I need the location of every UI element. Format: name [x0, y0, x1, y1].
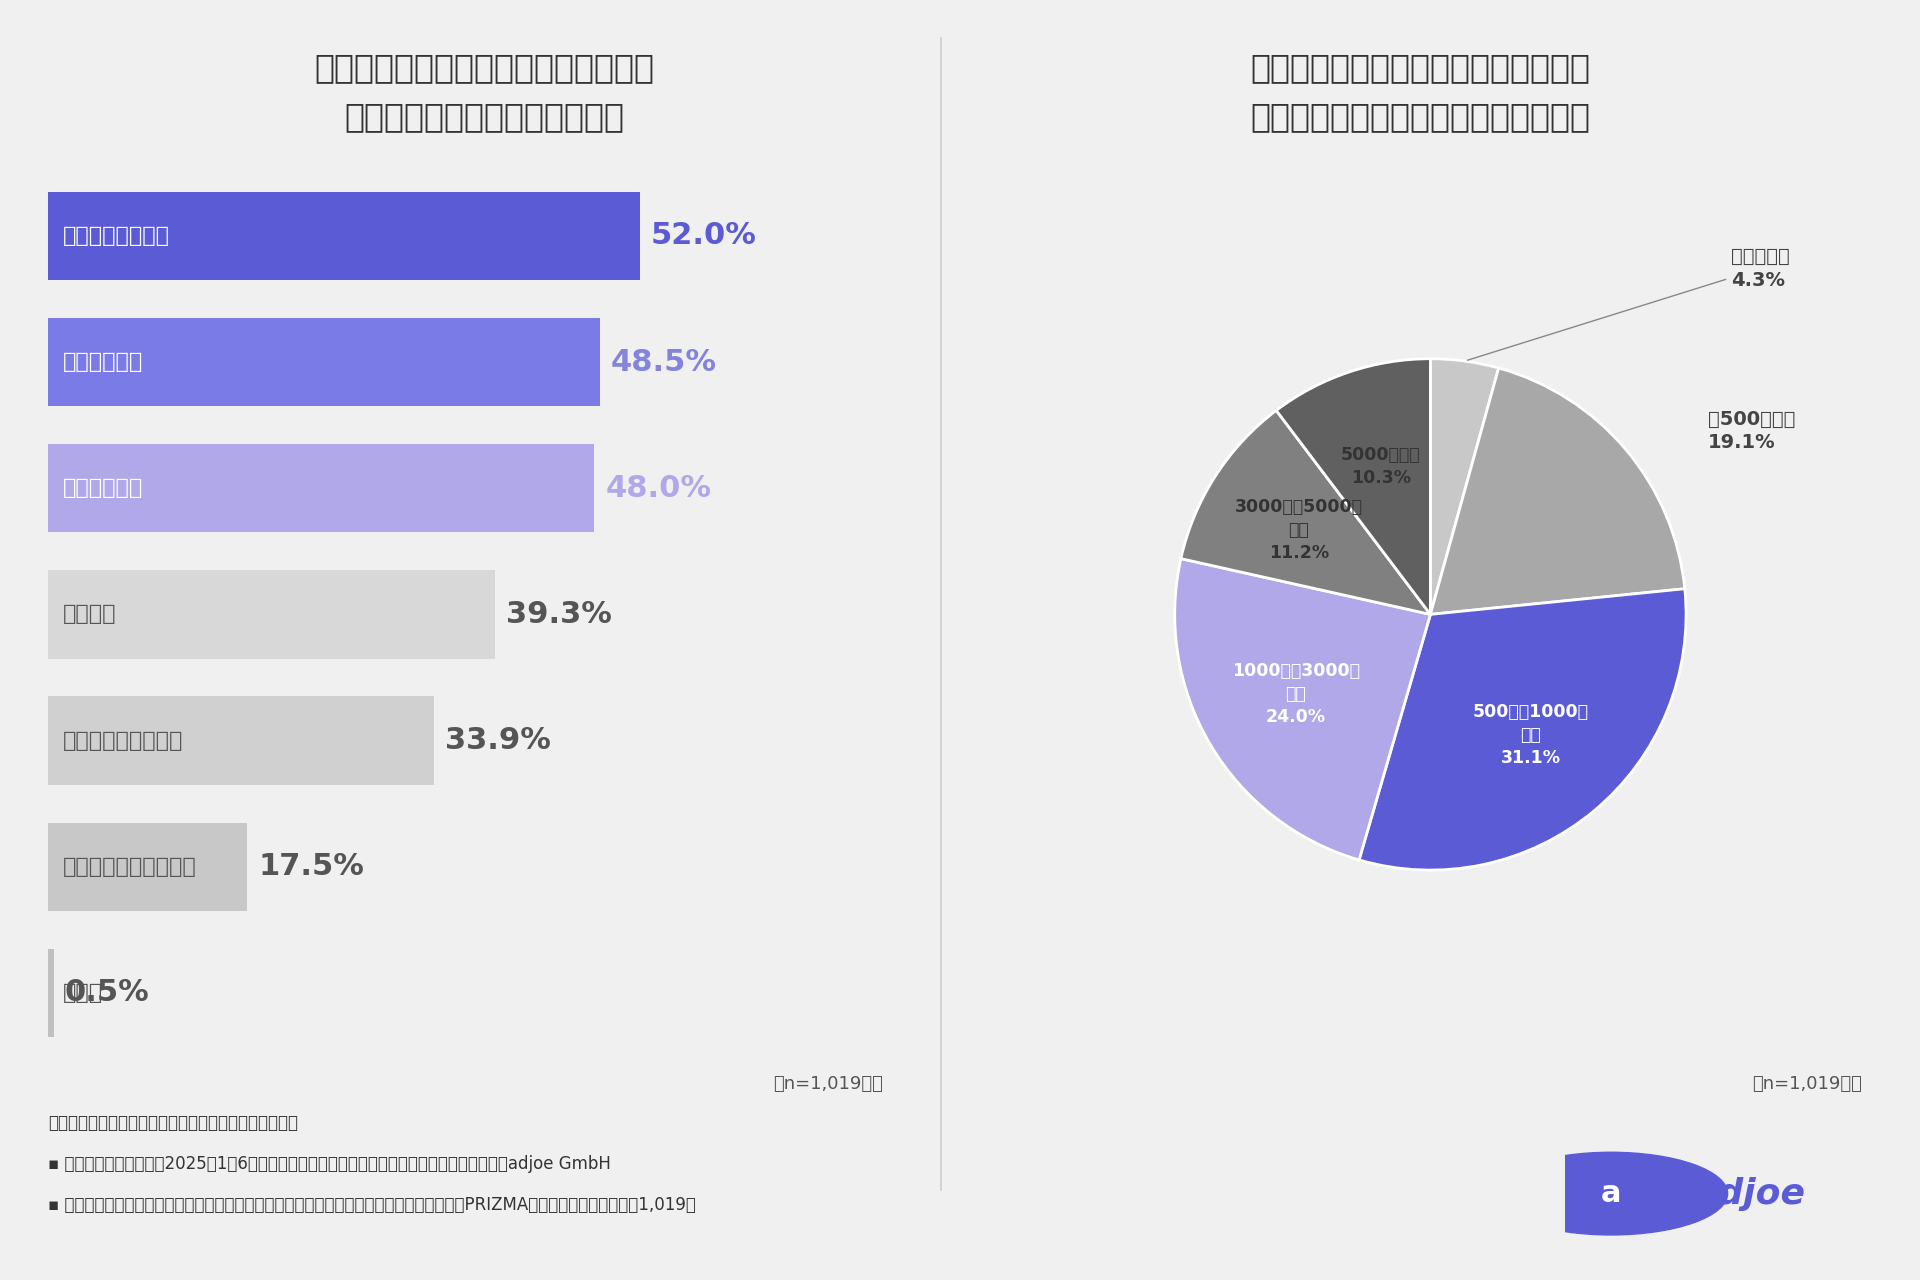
Text: 趣味として楽しめる: 趣味として楽しめる [63, 731, 182, 750]
Text: 家計の助けになる: 家計の助けになる [63, 225, 171, 246]
Text: a: a [1601, 1179, 1620, 1208]
Text: adjoe: adjoe [1693, 1176, 1805, 1211]
Circle shape [1494, 1152, 1728, 1235]
Bar [48, 444, 595, 532]
Text: その他: その他 [63, 983, 104, 1004]
Wedge shape [1359, 589, 1686, 870]
Text: ポイ活を行う中で、感じるメリットを
教えてください（複数回答可）: ポイ活を行う中で、感じるメリットを 教えてください（複数回答可） [315, 51, 655, 133]
Wedge shape [1181, 411, 1430, 614]
Wedge shape [1277, 358, 1430, 614]
Bar [48, 823, 248, 911]
Text: ポイ活によって、毎月どの程度の金額
またはポイントを獲得していますか？: ポイ活によって、毎月どの程度の金額 またはポイントを獲得していますか？ [1250, 51, 1592, 133]
Text: 簡単にできる: 簡単にできる [63, 352, 144, 372]
Bar [48, 192, 639, 280]
Text: わからない
4.3%: わからない 4.3% [1467, 247, 1789, 360]
Text: ▪ 調査対象：調査回答時にポイ活ユーザーであると回答したモニター　・モニター提供元：PRIZMAリサーチ　・調査人数：1,019人: ▪ 調査対象：調査回答時にポイ活ユーザーであると回答したモニター ・モニター提供… [48, 1196, 695, 1213]
Text: 〜500円未満
19.1%: 〜500円未満 19.1% [1709, 410, 1795, 452]
Text: 48.5%: 48.5% [611, 347, 716, 376]
Text: 17.5%: 17.5% [257, 852, 365, 882]
Wedge shape [1430, 367, 1684, 614]
Text: 48.0%: 48.0% [605, 474, 710, 503]
Text: 52.0%: 52.0% [651, 221, 756, 251]
Bar [48, 317, 601, 406]
Bar [48, 696, 434, 785]
Text: 5000円以上
10.3%: 5000円以上 10.3% [1340, 445, 1421, 486]
Text: 39.3%: 39.3% [507, 600, 612, 628]
Text: 1000円〜3000円
未満
24.0%: 1000円〜3000円 未満 24.0% [1233, 662, 1359, 726]
Text: 0.5%: 0.5% [65, 978, 150, 1007]
Text: 暇つぶし: 暇つぶし [63, 604, 117, 625]
Wedge shape [1430, 358, 1500, 614]
Bar [48, 570, 495, 659]
Text: お得感がある: お得感がある [63, 479, 144, 498]
Bar [48, 948, 54, 1037]
Text: 500円〜1000円
未満
31.1%: 500円〜1000円 未満 31.1% [1473, 703, 1588, 767]
Text: ▪ 調査期間：【調査日】2025年1月6日（月）　・調査方法：インターネット調査　・調査元：adjoe GmbH: ▪ 調査期間：【調査日】2025年1月6日（月） ・調査方法：インターネット調査… [48, 1155, 611, 1172]
Text: 《調査概要：「令和最新のポイ活事情」に関する調査》: 《調査概要：「令和最新のポイ活事情」に関する調査》 [48, 1114, 298, 1132]
Text: 33.9%: 33.9% [445, 726, 551, 755]
Text: 自己満足感が得られる: 自己満足感が得られる [63, 856, 196, 877]
Wedge shape [1175, 558, 1430, 860]
Text: （n=1,019人）: （n=1,019人） [774, 1075, 883, 1093]
Text: （n=1,019人）: （n=1,019人） [1753, 1075, 1862, 1093]
Text: 3000円〜5000円
未満
11.2%: 3000円〜5000円 未満 11.2% [1235, 498, 1363, 562]
